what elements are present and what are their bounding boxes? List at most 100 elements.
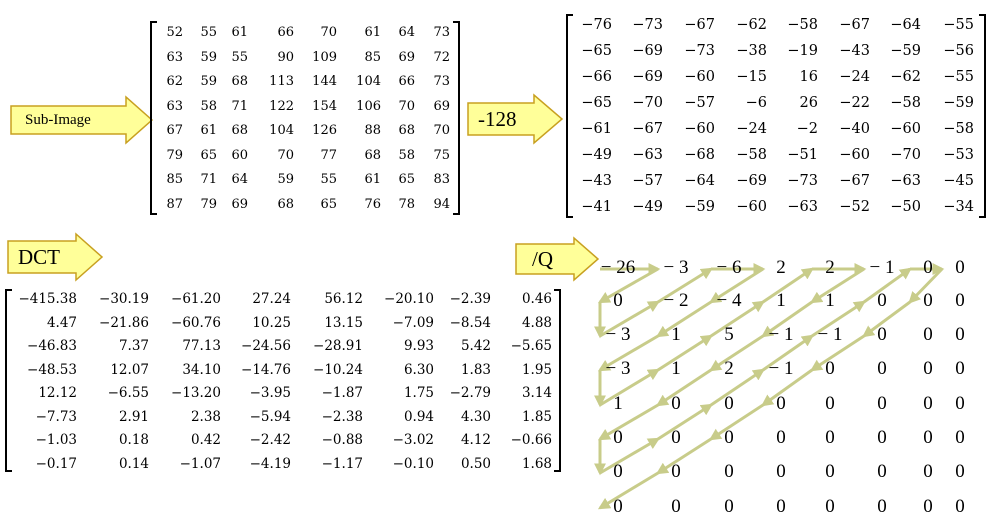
matrix-cell: 72 (433, 49, 450, 65)
arrow-polygon (7, 232, 104, 282)
matrix-cell: −1.17 (321, 455, 363, 472)
matrix-cell: 1.75 (403, 385, 434, 401)
matrix-cell: 1.85 (521, 408, 552, 425)
matrix-cell: −3.02 (392, 432, 434, 448)
matrix-cell: 12.12 (38, 385, 77, 401)
quantized-cell: 2 (776, 257, 786, 278)
matrix-cell: −24.56 (241, 338, 291, 354)
quantized-cell: 0 (776, 496, 786, 517)
matrix-cell: −0.88 (321, 432, 363, 448)
matrix-cell: −5.65 (510, 338, 552, 354)
matrix-cell: −63 (632, 147, 663, 163)
matrix-cell: 2.38 (190, 408, 221, 425)
matrix-cell: −57 (632, 173, 663, 189)
quantized-cell: 0 (923, 496, 933, 517)
matrix-cell: −62 (890, 69, 921, 85)
matrix-cell: 69 (433, 98, 450, 114)
matrix-cell: 9.93 (403, 338, 434, 354)
matrix-cell: −22 (839, 95, 870, 111)
matrix-cell: −2.42 (249, 432, 291, 448)
zigzag-segment (708, 334, 764, 372)
right-bracket (554, 289, 561, 472)
matrix-cell: −73 (632, 17, 663, 33)
matrix-cell: −55 (943, 17, 974, 33)
matrix-cell: 7.37 (118, 338, 149, 354)
arrow-polygon (467, 93, 564, 145)
quantized-cell: 0 (776, 461, 786, 482)
quantized-cell: 1 (613, 393, 623, 414)
left-bracket (5, 289, 12, 472)
matrix-cell: −67 (684, 17, 715, 33)
quantized-cell: − 3 (663, 257, 689, 278)
matrix-cell: 68 (364, 147, 381, 163)
quantized-cell: − 26 (600, 257, 636, 278)
matrix-cell: −53 (943, 147, 974, 163)
quantized-cell: 0 (613, 427, 623, 448)
quantized-cell: − 3 (605, 324, 631, 345)
matrix-cell: −2.38 (321, 408, 363, 425)
matrix-cell: 4.12 (460, 432, 491, 448)
quantized-cell: − 1 (817, 324, 843, 345)
quantized-cell: 0 (877, 290, 887, 311)
matrix-cell: −61 (581, 121, 612, 137)
quantized-cell: 0 (613, 461, 623, 482)
matrix-cell: 67 (166, 123, 183, 138)
matrix-cell: 109 (312, 49, 337, 65)
quantized-cell: 0 (877, 324, 887, 345)
quantized-cell: 1 (671, 324, 681, 345)
matrix-cell: −67 (839, 17, 870, 33)
matrix-cell: −0.66 (510, 432, 552, 448)
matrix-cell: −69 (736, 173, 767, 189)
matrix-cell: −60 (839, 147, 870, 163)
matrix-cell: −60 (684, 69, 715, 85)
matrix-cell: 1.95 (521, 361, 552, 378)
matrix-cell: −21.86 (99, 314, 149, 331)
matrix-cell: 1.83 (460, 361, 491, 378)
matrix-cell: −60 (890, 121, 921, 137)
arrow-shape (467, 93, 564, 145)
quantized-cell: 0 (923, 324, 933, 345)
matrix-cell: −60 (684, 121, 715, 137)
minus-128-arrow: -128 (466, 93, 564, 145)
matrix-cell: −60.76 (171, 314, 221, 331)
matrix-cell: 6.30 (403, 361, 434, 378)
quantized-cell: 0 (613, 290, 623, 311)
zigzag-segment (655, 368, 712, 407)
zigzag-segment (908, 267, 944, 304)
dct-arrow: DCT (6, 232, 104, 282)
quantized-cell: 0 (776, 393, 786, 414)
matrix-cell: 78 (398, 196, 415, 212)
matrix-cell: 64 (398, 25, 415, 40)
matrix-cell: −55 (943, 69, 974, 85)
matrix-cell: −69 (632, 43, 663, 59)
quantized-matrix: − 26 − 3 − 6 2 2 − 1 0 0 0 − 2 − 4 1 1 0 0 0 − 3 1 5 − 1 − 1… (588, 252, 988, 527)
zigzag-segment (657, 403, 714, 441)
matrix-cell: 104 (269, 123, 294, 138)
matrix-cell: −6.55 (107, 385, 149, 401)
quantized-cell: − 1 (869, 257, 895, 278)
matrix-cell: 113 (269, 74, 294, 89)
matrix-cell: 76 (364, 196, 381, 212)
zigzag-scan-path (594, 263, 945, 510)
matrix-cell: 63 (166, 98, 183, 114)
divide-q-arrow: /Q (514, 236, 600, 282)
matrix-cell: −6 (745, 95, 767, 111)
matrix-cell: 88 (364, 123, 381, 138)
matrix-cell: 70 (398, 98, 415, 114)
matrix-cell: 62 (166, 74, 183, 89)
matrix-cell: 63 (166, 49, 183, 65)
matrix-cell: 154 (312, 98, 337, 114)
quantized-cell: 1 (671, 358, 681, 379)
matrix-cell: −43 (581, 173, 612, 189)
matrix-cell: −58 (736, 147, 767, 163)
matrix-cell: 79 (200, 196, 217, 212)
quantized-cell: − 1 (768, 358, 794, 379)
matrix-cell: −73 (684, 43, 715, 59)
matrix-cell: 10.25 (252, 314, 291, 331)
matrix-cell: 61 (200, 123, 217, 138)
quantized-cell: 0 (955, 427, 965, 448)
zigzag-segment (597, 403, 659, 441)
quantized-cell: 0 (671, 427, 681, 448)
matrix-cell: 58 (398, 147, 415, 163)
matrix-cell: 0.50 (460, 455, 491, 472)
